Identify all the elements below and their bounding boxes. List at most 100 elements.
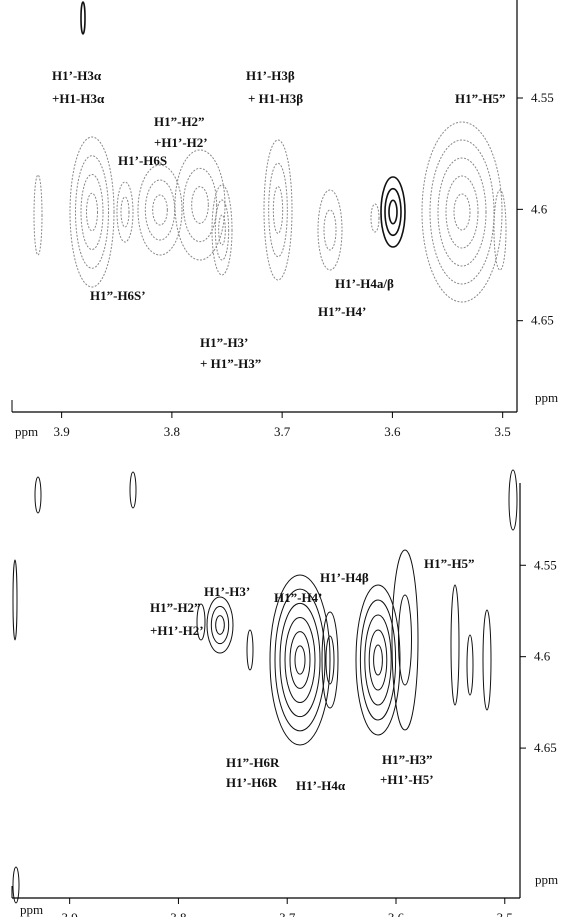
annotation: H1”-H4’ xyxy=(274,590,322,605)
x-tick-label: 3.7 xyxy=(279,910,296,917)
contour-line xyxy=(75,155,109,269)
contour-line xyxy=(380,176,406,248)
annotation: H1”-H6R xyxy=(226,755,280,770)
x-tick-label: 3.8 xyxy=(170,910,186,917)
annotation: + H1-H3β xyxy=(248,91,303,106)
contour-line xyxy=(388,199,398,225)
annotation: H1”-H2” xyxy=(150,600,201,615)
contour-line xyxy=(437,157,487,267)
contour-line xyxy=(493,189,507,271)
contour-line xyxy=(391,549,419,731)
contour-line xyxy=(191,186,209,224)
contour-line xyxy=(12,866,20,904)
y-axis-label: ppm xyxy=(535,872,558,887)
contour-line xyxy=(279,602,321,718)
contour-line xyxy=(274,588,326,732)
contour-line xyxy=(294,645,306,675)
contour-line xyxy=(210,605,230,645)
contour-line xyxy=(152,194,168,226)
x-tick-label: 3.6 xyxy=(388,910,405,917)
contour-line xyxy=(355,584,401,736)
annotation: H1’-H4β xyxy=(320,570,369,585)
contour-line xyxy=(33,174,43,256)
contour-line xyxy=(398,594,412,686)
contour-line xyxy=(69,136,115,288)
contour-line xyxy=(218,214,226,246)
annotation: H1’-H6R xyxy=(226,775,278,790)
contour-line xyxy=(370,203,380,233)
contour-line xyxy=(137,164,183,256)
contour-line xyxy=(445,175,479,249)
annotation: H1’-H3α xyxy=(52,68,102,83)
contour-line xyxy=(325,635,335,685)
contour-line xyxy=(174,149,226,261)
x-tick-label: 3.5 xyxy=(495,424,511,439)
y-axis-label: ppm xyxy=(535,390,558,405)
annotation: +H1’-H2’ xyxy=(154,135,208,150)
contour-line xyxy=(453,193,471,231)
annotation: H1”-H5” xyxy=(455,91,506,106)
annotation: H1’-H4a/β xyxy=(335,276,394,291)
y-tick-label: 4.65 xyxy=(534,740,557,755)
annotation: H1”-H3’ xyxy=(200,335,248,350)
contour-line xyxy=(268,162,288,258)
contour-line xyxy=(215,615,225,635)
contour-line xyxy=(368,629,388,691)
contour-line xyxy=(466,634,474,696)
y-tick-label: 4.55 xyxy=(534,557,557,572)
annotation: +H1’-H5’ xyxy=(380,772,434,787)
annotation: +H1’-H2’ xyxy=(150,623,204,638)
contour-line xyxy=(482,609,492,711)
contour-line xyxy=(384,187,402,237)
contour-line xyxy=(364,614,392,706)
contour-line xyxy=(421,121,503,303)
annotation: H1’-H6S xyxy=(118,153,167,168)
contour-line xyxy=(206,596,234,654)
contour-line xyxy=(429,139,495,285)
contour-line xyxy=(34,476,42,514)
contour-line xyxy=(450,584,460,706)
contour-line xyxy=(214,199,230,261)
x-tick-label: 3.9 xyxy=(53,424,69,439)
contour-line xyxy=(272,186,284,234)
contour-line xyxy=(321,611,339,709)
x-tick-label: 3.9 xyxy=(62,910,78,917)
contour-line xyxy=(80,174,104,250)
x-tick-label: 3.6 xyxy=(384,424,401,439)
contour-line xyxy=(323,209,337,251)
annotation: H1”-H5” xyxy=(424,556,475,571)
contour-line xyxy=(289,631,311,689)
contour-line xyxy=(269,574,331,746)
contour-line xyxy=(12,559,18,641)
annotation: H1”-H6S’ xyxy=(90,288,146,303)
contour-line xyxy=(211,184,233,276)
x-tick-label: 3.5 xyxy=(497,910,513,917)
annotation: H1”-H4’ xyxy=(318,304,366,319)
contour-line xyxy=(246,629,254,671)
annotation: +H1-H3α xyxy=(52,91,105,106)
contour-line xyxy=(359,599,397,721)
contour-line xyxy=(196,603,206,641)
y-tick-label: 4.6 xyxy=(531,201,548,216)
contour-line xyxy=(116,181,134,243)
annotation: H1”-H3” xyxy=(382,752,433,767)
annotation: + H1”-H3” xyxy=(200,356,261,371)
contour-line xyxy=(86,192,98,232)
contour-line xyxy=(144,179,176,241)
x-axis-label: ppm xyxy=(15,424,38,439)
contour-line xyxy=(317,189,343,271)
contour-line xyxy=(284,617,316,703)
annotation: H1’-H4α xyxy=(296,778,346,793)
y-tick-label: 4.55 xyxy=(531,90,554,105)
annotation: H1”-H2” xyxy=(154,114,205,129)
annotation: H1’-H3β xyxy=(246,68,295,83)
x-axis-label: ppm xyxy=(20,902,43,917)
annotation: H1’-H3’ xyxy=(204,584,250,599)
contour-line xyxy=(120,196,130,228)
x-tick-label: 3.8 xyxy=(164,424,180,439)
contour-line xyxy=(373,644,383,676)
contour-line xyxy=(80,1,86,35)
contour-line xyxy=(263,139,293,281)
contour-line xyxy=(129,471,137,509)
